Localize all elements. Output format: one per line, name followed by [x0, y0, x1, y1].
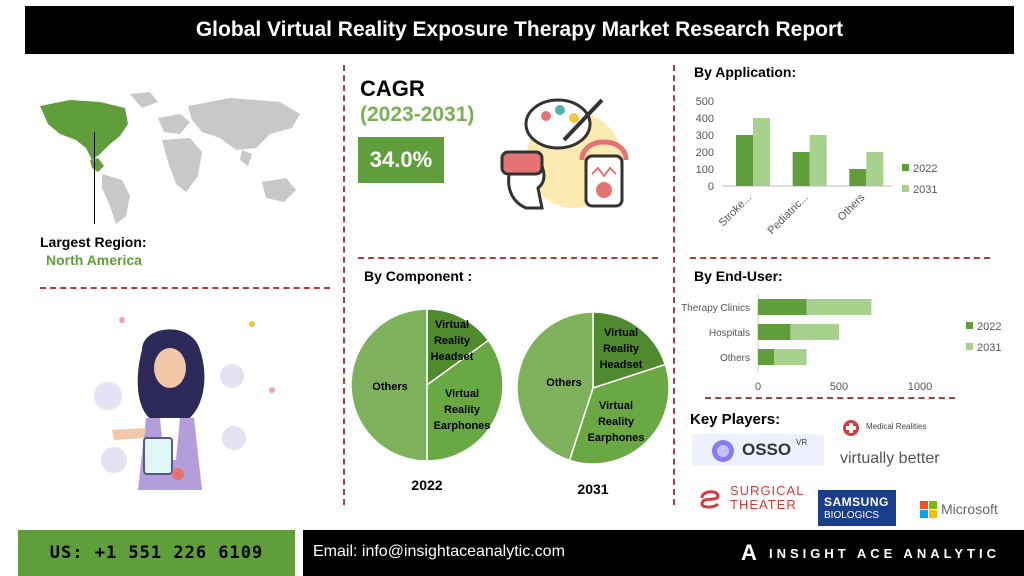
app-bar-2031: [809, 135, 827, 186]
brand-name: INSIGHT ACE ANALYTIC: [769, 546, 1000, 561]
cagr-period: (2023-2031): [360, 103, 475, 126]
component-title: By Component :: [364, 268, 473, 284]
microsoft-logo-icon: [920, 501, 937, 518]
app-x-tick: Others: [836, 191, 868, 223]
osso-sup-label: VR: [796, 438, 808, 447]
component-pies: Virtual Reality Headset Virtual Reality Earph…: [350, 308, 670, 497]
brand-logo-icon: A: [741, 540, 757, 565]
end-y-tick: Therapy Clinics: [681, 303, 750, 314]
pie-label: Virtual Reality Headset: [600, 327, 643, 371]
key-players-title: Key Players:: [690, 411, 781, 428]
vr-headset-icon: [500, 98, 629, 210]
pie-label: Virtual Reality Earphones: [588, 400, 645, 444]
end-bar-2031: [774, 349, 807, 365]
pie-title: 2031: [577, 481, 608, 497]
samsung-label-1: SAMSUNG: [824, 495, 889, 509]
surgical-theater-logo-icon: [700, 490, 720, 509]
end-bar-2031: [806, 299, 872, 315]
pie-slice: [516, 311, 594, 462]
pie-label: Virtual Reality Earphones: [434, 388, 491, 432]
osso-logo-icon: [712, 440, 734, 462]
enduser-bar-chart: Therapy Clinics Hospitals Others 0 500 1000 20…: [681, 294, 1001, 393]
phone-contact: US: +1 551 226 6109: [18, 530, 295, 576]
pie-title: 2022: [411, 477, 442, 493]
app-legend-swatch: [902, 185, 909, 192]
app-legend-label: 2031: [913, 184, 937, 196]
application-bar-chart: 0 100 200 300 400 500 Stroke... Pediatric... Oth…: [696, 96, 938, 237]
divider-application: [690, 257, 990, 259]
divider-left: [343, 65, 345, 505]
divider-cagr: [358, 257, 658, 259]
osso-label: OSSO: [742, 440, 792, 459]
world-map-icon: [40, 92, 300, 224]
end-bar-2022: [758, 324, 791, 340]
end-x-tick: 1000: [908, 381, 932, 393]
app-y-tick: 200: [696, 147, 714, 159]
app-bar-2031: [753, 118, 770, 186]
end-bar-2022: [758, 299, 807, 315]
pie-slice: [426, 339, 504, 462]
end-bar-2031: [790, 324, 839, 340]
end-bar-2022: [758, 349, 775, 365]
app-y-tick: 300: [696, 130, 714, 142]
player-samsung-biologics: SAMSUNG BIOLOGICS: [818, 490, 896, 526]
end-x-tick: 500: [830, 381, 848, 393]
pie-label: Virtual Reality Headset: [431, 319, 474, 363]
pie-slice: [350, 308, 428, 462]
end-legend-label: 2031: [977, 342, 1001, 354]
app-y-tick: 100: [696, 164, 714, 176]
brand-logo-letter: A: [741, 540, 757, 565]
app-bar-2022: [849, 169, 867, 186]
app-bar-2031: [866, 152, 884, 186]
app-x-tick: Pediatric...: [766, 192, 811, 237]
end-legend-label: 2022: [977, 321, 1001, 333]
app-y-tick: 400: [696, 113, 714, 125]
pie-slice: [426, 308, 490, 387]
enduser-title: By End-User:: [694, 268, 783, 284]
app-x-tick: Stroke...: [717, 192, 754, 229]
player-virtually-better: virtually better: [840, 450, 940, 468]
player-microsoft: Microsoft: [920, 500, 1016, 520]
app-y-tick: 500: [696, 96, 714, 108]
region-pointer: [94, 132, 95, 224]
doctor-illustration-icon: [94, 317, 275, 490]
medical-realities-label: Medical Realities: [866, 422, 927, 431]
end-y-tick: Hospitals: [709, 328, 750, 339]
page-title: Global Virtual Reality Exposure Therapy …: [25, 6, 1014, 54]
application-title: By Application:: [694, 64, 797, 80]
pie-2031: Virtual Reality Headset Virtual Reality Earph…: [516, 311, 670, 497]
footer-bar: Email: info@insightaceanalytic.com A INS…: [303, 530, 1024, 576]
app-y-tick: 0: [708, 181, 714, 193]
player-surgical-theater: SURGICAL THEATER: [698, 482, 808, 514]
pie-label: Others: [372, 381, 407, 393]
divider-enduser: [705, 397, 955, 399]
divider-region: [40, 287, 330, 289]
end-x-tick: 0: [755, 381, 761, 393]
app-legend-label: 2022: [913, 163, 937, 175]
pie-slice: [592, 311, 667, 390]
app-legend-swatch: [902, 164, 909, 171]
pie-label: Others: [546, 377, 581, 389]
medical-cross-icon: [843, 420, 859, 436]
app-bar-2022: [792, 152, 810, 186]
surgical-label-2: THEATER: [730, 497, 797, 512]
largest-region-value: North America: [46, 252, 142, 268]
end-y-tick: Others: [720, 353, 750, 364]
pie-2022: Virtual Reality Headset Virtual Reality Earph…: [350, 308, 504, 493]
samsung-label-2: BIOLOGICS: [824, 510, 880, 521]
cagr-value: 34.0%: [358, 137, 444, 183]
virtually-better-label: virtually better: [840, 450, 940, 467]
player-osso-vr: OSSO VR: [692, 434, 824, 466]
end-legend-swatch: [966, 322, 973, 329]
pie-slice: [568, 363, 670, 465]
email-contact: Email: info@insightaceanalytic.com: [313, 543, 565, 560]
surgical-label-1: SURGICAL: [730, 483, 805, 498]
largest-region-label: Largest Region:: [40, 234, 147, 250]
microsoft-label: Microsoft: [941, 501, 998, 517]
app-bar-2022: [736, 135, 753, 186]
end-legend-swatch: [966, 343, 973, 350]
cagr-title: CAGR: [360, 76, 425, 101]
divider-right: [673, 65, 675, 505]
player-medical-realities: Medical Realities: [842, 418, 952, 438]
